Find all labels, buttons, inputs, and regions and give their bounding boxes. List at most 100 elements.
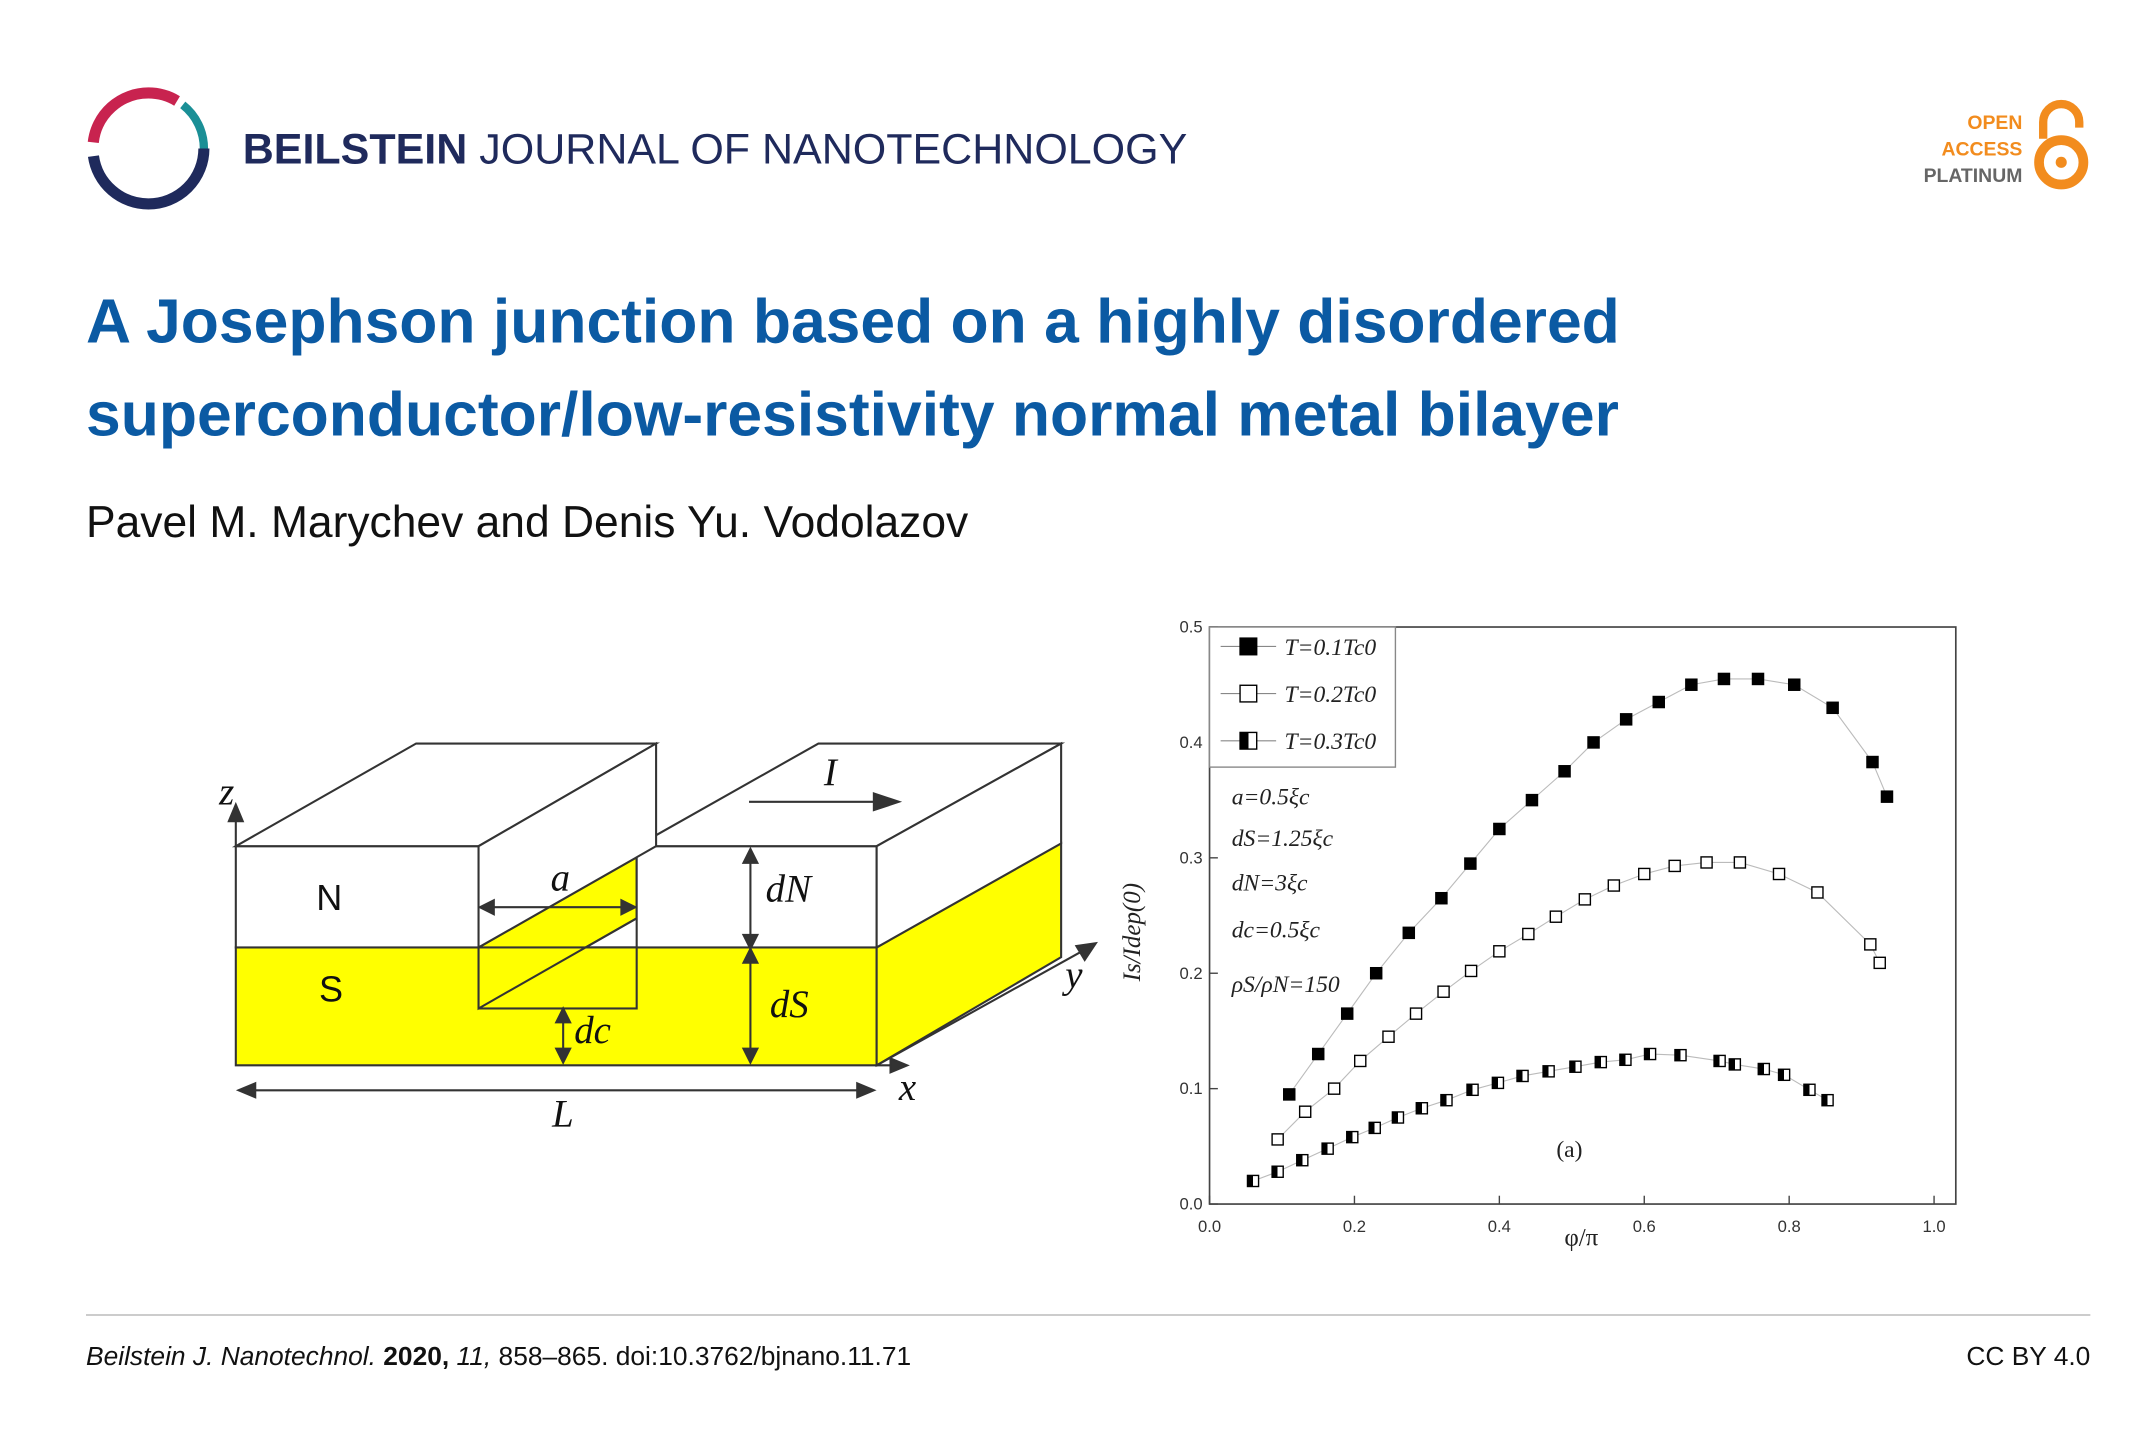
data-point xyxy=(1594,1055,1608,1069)
x-tick-label: 1.0 xyxy=(1923,1217,1946,1236)
label: I xyxy=(823,751,839,794)
label: dN xyxy=(766,868,813,911)
data-point xyxy=(1435,891,1448,905)
logo xyxy=(87,87,210,210)
label: dS xyxy=(770,983,809,1026)
label: L xyxy=(551,1092,574,1135)
data-point xyxy=(1271,1165,1284,1178)
data-point xyxy=(1668,859,1681,873)
title: superconductor/low-resistivity normal me… xyxy=(86,381,1619,450)
data-point xyxy=(1787,678,1801,691)
data-point xyxy=(1751,672,1765,686)
authors: Pavel M. Marychev and Denis Yu. Vodolazo… xyxy=(86,498,969,547)
legend-label: T=0.2Tc0 xyxy=(1284,682,1376,708)
annotation: ρS/ρN=150 xyxy=(1231,972,1340,998)
data-point xyxy=(1415,1102,1429,1115)
plot-frame xyxy=(1208,626,1957,1205)
data-point xyxy=(1733,856,1747,869)
data-point xyxy=(1880,790,1894,803)
badge: OPEN xyxy=(1967,112,2022,134)
annotation: (a) xyxy=(1556,1137,1582,1163)
badge: ACCESS xyxy=(1941,138,2022,160)
data-point xyxy=(1246,1174,1260,1188)
data-point xyxy=(1674,1048,1687,1062)
label: dc xyxy=(574,1009,611,1052)
x-tick-label: 0.8 xyxy=(1778,1217,1801,1236)
data-point xyxy=(1522,927,1535,941)
citation: Beilstein J. Nanotechnol. 2020, 11, 858–… xyxy=(86,1341,911,1371)
diagram xyxy=(227,741,1098,1099)
data-point xyxy=(1728,1058,1742,1071)
y-tick-label: 0.4 xyxy=(1179,733,1202,752)
data-point xyxy=(1717,672,1731,686)
legend-marker xyxy=(1239,637,1258,656)
chart: 0.0 0.2 0.4 0.6 0.8 1.0 0.0 0.1 0.2 0.3 0.4 0.5 φ/π I… xyxy=(1119,618,1957,1252)
layer-label: N xyxy=(316,877,342,918)
data-point xyxy=(1873,956,1886,970)
data-point xyxy=(1569,1060,1582,1073)
axis-label: y xyxy=(1061,954,1083,997)
badge: PLATINUM xyxy=(1924,165,2023,187)
data-point xyxy=(1283,1088,1296,1101)
data-point xyxy=(1866,755,1879,769)
data-point xyxy=(1516,1069,1529,1083)
axis-label: x xyxy=(898,1066,916,1109)
data-point xyxy=(1369,966,1383,980)
x-axis-label: φ/π xyxy=(1564,1225,1598,1252)
data-point xyxy=(1777,1068,1791,1082)
data-point xyxy=(1298,1105,1312,1118)
data-point xyxy=(1493,945,1506,958)
data-point xyxy=(1466,1083,1479,1097)
legend-label: T=0.3Tc0 xyxy=(1284,729,1376,755)
data-point xyxy=(1391,1111,1405,1124)
journal-name: BEILSTEIN JOURNAL OF NANOTECHNOLOGY xyxy=(243,126,1188,174)
x-tick-label: 0.0 xyxy=(1198,1217,1221,1236)
x-tick-label: 0.6 xyxy=(1633,1217,1656,1236)
data-point xyxy=(1549,910,1563,923)
data-point xyxy=(1587,736,1600,749)
y-tick-label: 0.5 xyxy=(1179,618,1202,637)
oa-icon xyxy=(2055,156,2067,168)
data-point xyxy=(1409,1007,1423,1020)
data-point xyxy=(1464,964,1478,978)
data-point xyxy=(1321,1142,1334,1155)
label: a xyxy=(551,857,570,900)
axis-label: z xyxy=(218,771,234,814)
annotation: dN=3ξc xyxy=(1232,871,1308,897)
annotation: dc=0.5ξc xyxy=(1232,918,1321,944)
data-point xyxy=(1382,1030,1395,1043)
data-point xyxy=(1607,879,1621,892)
data-point xyxy=(1619,1053,1632,1067)
data-point xyxy=(1464,857,1477,870)
data-point xyxy=(1440,1093,1453,1107)
annotation: a=0.5ξc xyxy=(1232,785,1310,811)
data-point xyxy=(1864,938,1877,951)
data-point xyxy=(1346,1130,1359,1144)
data-point xyxy=(1652,695,1665,709)
data-point xyxy=(1821,1093,1834,1107)
annotation: dS=1.25ξc xyxy=(1232,826,1334,852)
oa-icon xyxy=(2034,135,2089,190)
data-point xyxy=(1643,1047,1657,1061)
data-point xyxy=(1685,678,1698,691)
layer-label: S xyxy=(319,969,343,1010)
data-point xyxy=(1826,701,1839,715)
data-point xyxy=(1638,867,1651,881)
data-point xyxy=(1340,1007,1354,1020)
data-point xyxy=(1271,1133,1284,1146)
data-point xyxy=(1311,1047,1325,1061)
data-point xyxy=(1772,867,1786,881)
title: A Josephson junction based on a highly d… xyxy=(86,288,1620,357)
data-point xyxy=(1402,926,1416,940)
data-point xyxy=(1296,1153,1309,1167)
y-tick-label: 0.2 xyxy=(1179,964,1202,983)
data-point xyxy=(1354,1054,1367,1068)
data-point xyxy=(1619,713,1633,726)
data-point xyxy=(1437,985,1450,998)
y-tick-label: 0.1 xyxy=(1179,1079,1202,1098)
oa-icon xyxy=(2039,99,2084,139)
legend-label: T=0.1Tc0 xyxy=(1284,635,1376,661)
legend-marker xyxy=(1239,731,1258,750)
